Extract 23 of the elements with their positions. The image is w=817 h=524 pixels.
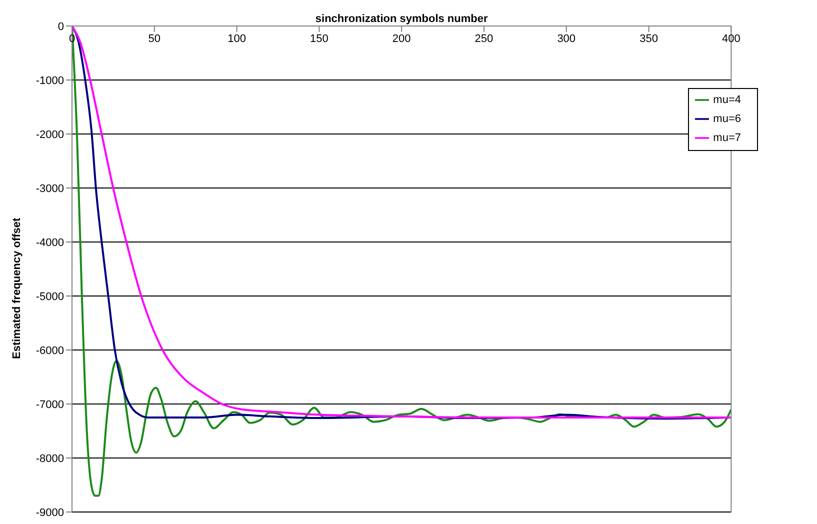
- y-tick-label: -2000: [36, 128, 64, 141]
- x-axis-title: sinchronization symbols number: [315, 13, 488, 25]
- y-tick-label: -6000: [36, 344, 64, 357]
- legend-label: mu=4: [713, 94, 741, 106]
- legend-label: mu=7: [713, 132, 741, 144]
- x-tick-label: 300: [557, 32, 576, 45]
- legend-label: mu=6: [713, 113, 741, 125]
- x-tick-label: 100: [228, 32, 246, 45]
- x-tick-label: 50: [148, 32, 161, 45]
- x-tick-label: 200: [392, 32, 411, 45]
- x-tick-label: 350: [640, 32, 658, 45]
- x-tick-label: 150: [310, 32, 328, 45]
- y-tick-label: -8000: [36, 452, 64, 465]
- y-tick-label: -4000: [36, 236, 64, 249]
- x-tick-label: 400: [722, 32, 740, 45]
- y-tick-label: 0: [58, 20, 64, 33]
- y-tick-label: -9000: [36, 506, 64, 519]
- y-tick-label: -3000: [36, 182, 64, 195]
- y-tick-label: -7000: [36, 398, 64, 411]
- y-axis-title: Estimated frequency offset: [10, 217, 23, 359]
- y-tick-label: -1000: [36, 74, 64, 87]
- y-tick-label: -5000: [36, 290, 64, 303]
- x-tick-label: 250: [474, 32, 494, 45]
